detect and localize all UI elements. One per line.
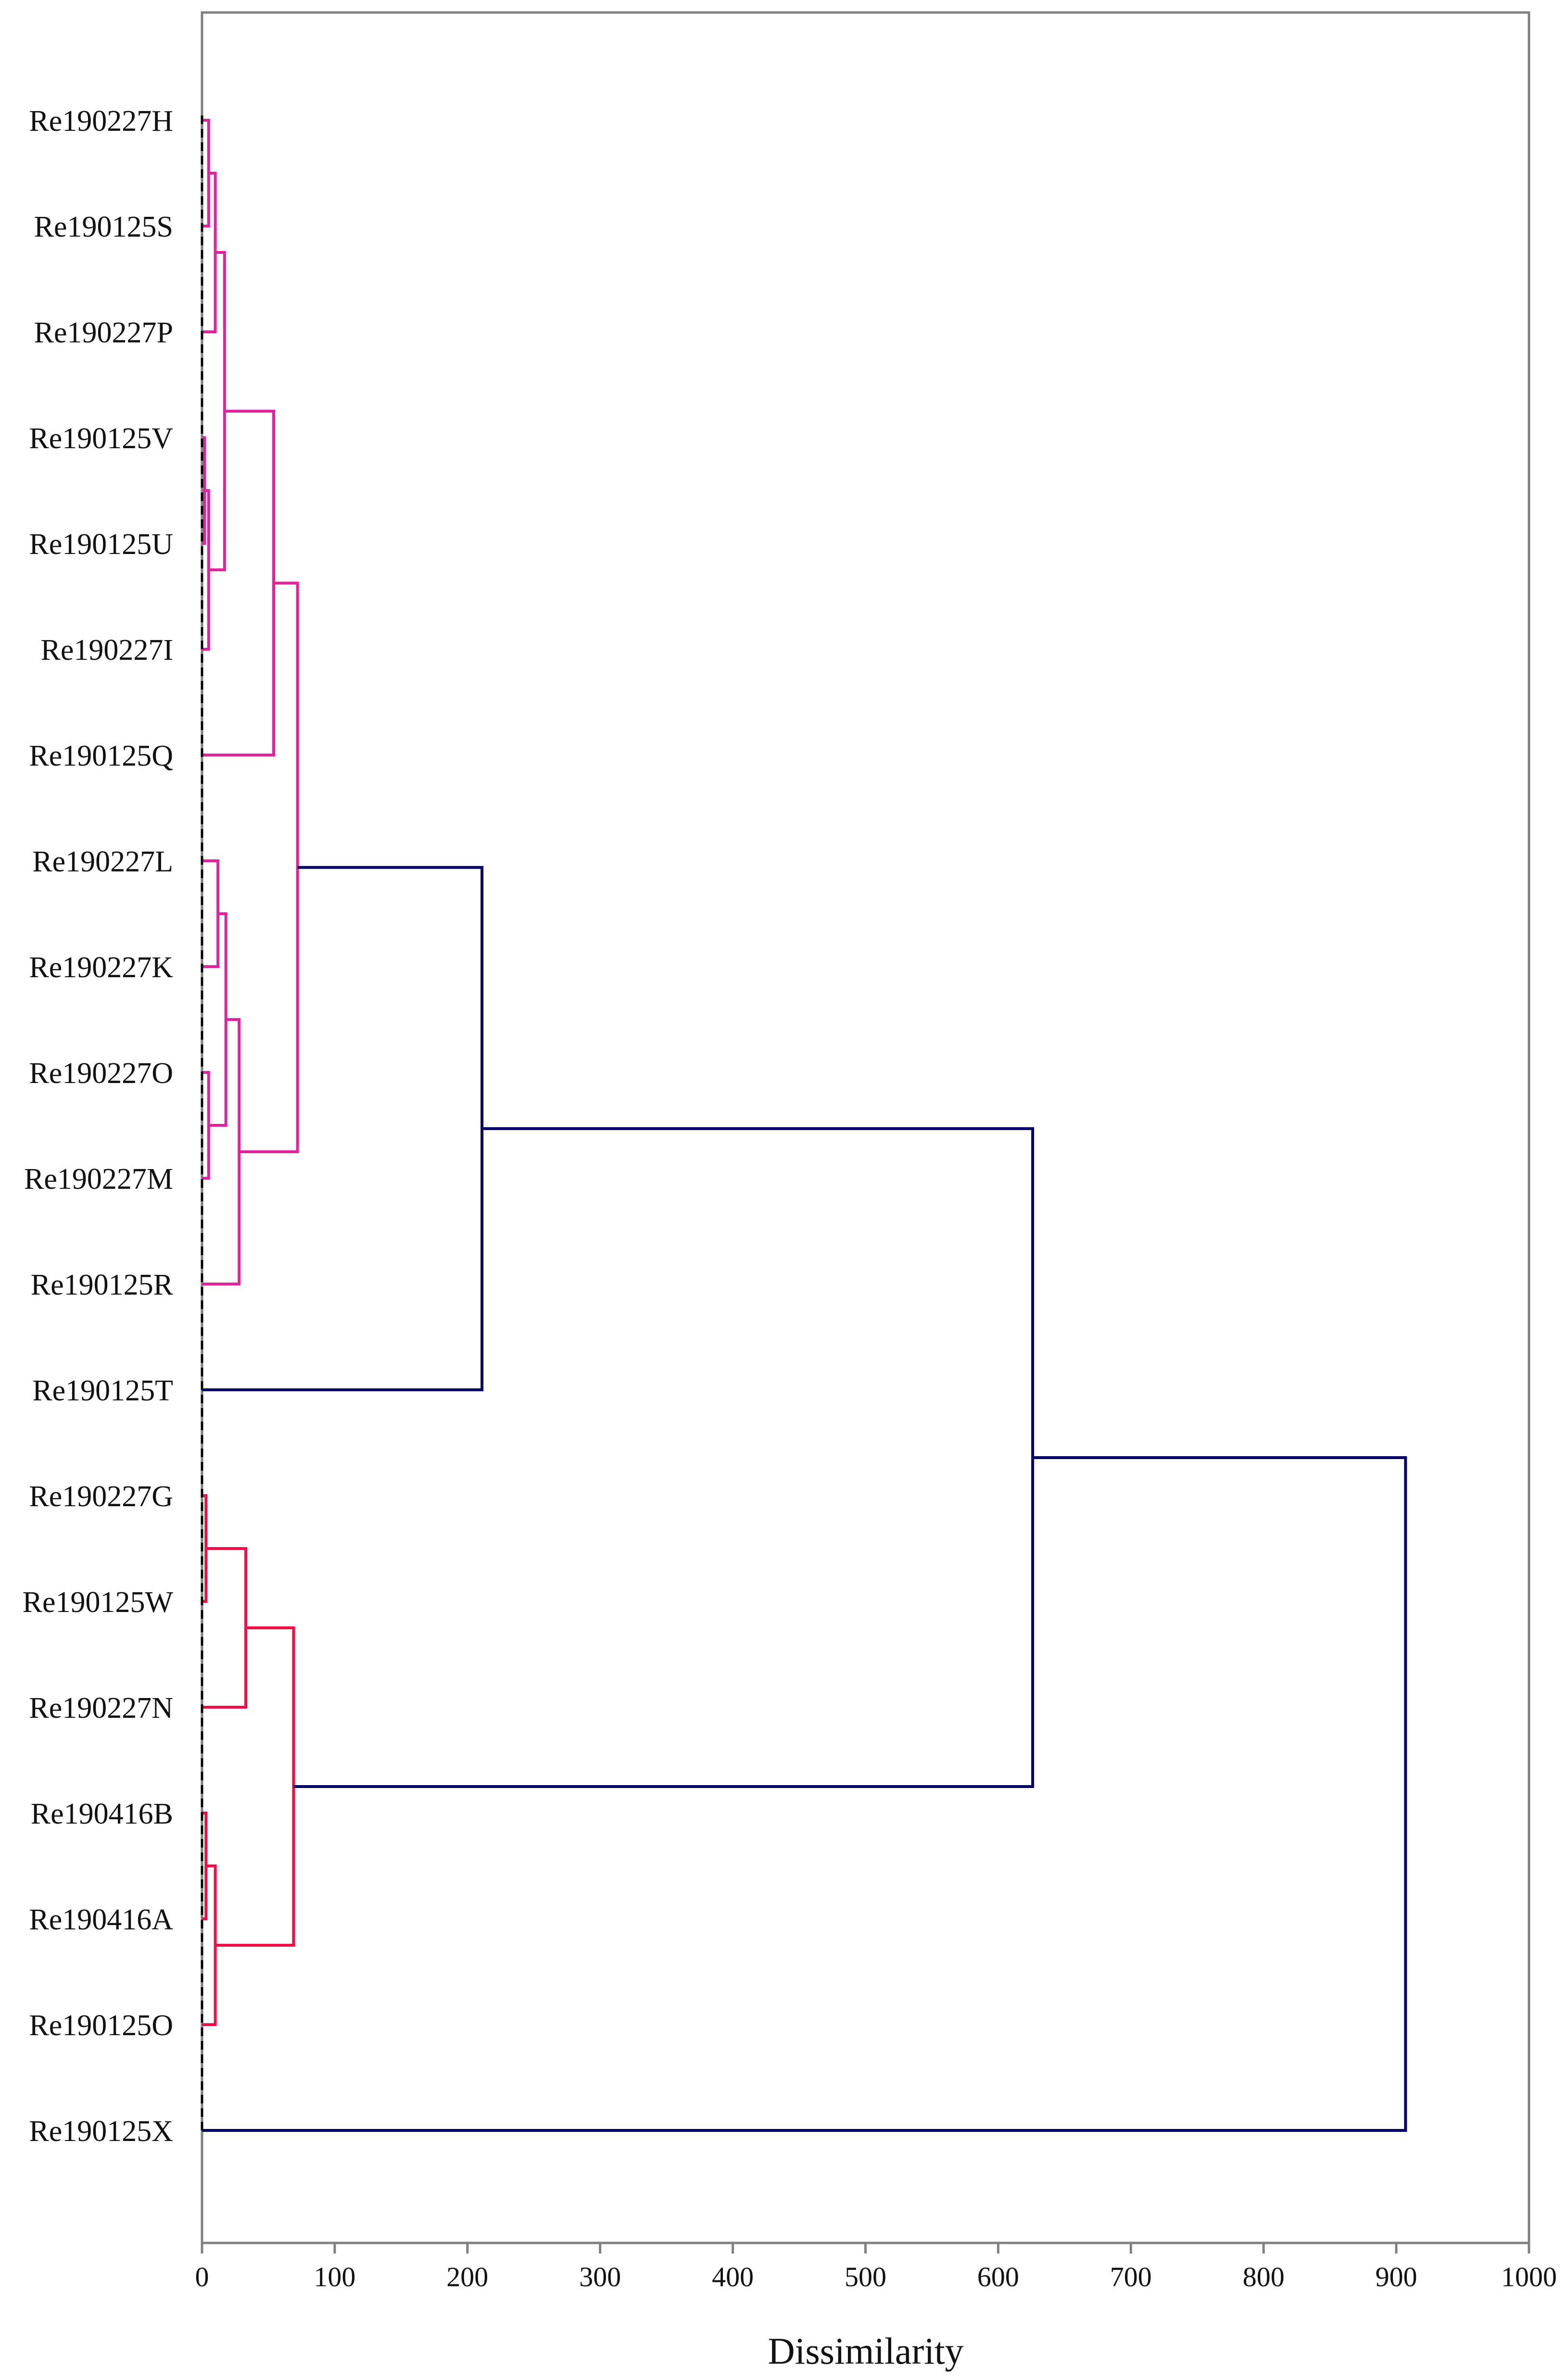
leaf-label: Re190227I (40, 634, 173, 667)
leaf-label: Re190125V (29, 422, 173, 455)
leaf-label: Re190227K (29, 951, 173, 984)
leaf-label: Re190227P (34, 316, 173, 349)
leaf-label: Re190416A (29, 1903, 173, 1936)
x-tick-label: 800 (1243, 2261, 1285, 2292)
leaf-label: Re190125W (23, 1586, 174, 1619)
leaf-label: Re190227L (32, 845, 173, 878)
leaf-label: Re190227G (29, 1480, 173, 1513)
x-tick-label: 700 (1110, 2261, 1152, 2292)
x-tick-label: 500 (845, 2261, 886, 2292)
leaf-label: Re190125R (31, 1269, 174, 1301)
dendrogram-link-f (202, 410, 275, 756)
dendrogram-link-p (202, 1864, 217, 2026)
leaf-label: Re190227M (24, 1163, 173, 1196)
dendrogram-link-q (215, 1626, 295, 1947)
dendrogram-link-n (202, 1547, 248, 1709)
x-tick-label: 0 (195, 2261, 209, 2292)
leaf-label: Re190227N (29, 1692, 173, 1725)
leaf-label: Re190125O (29, 2009, 173, 2042)
leaf-labels: Re190227H Re190125S Re190227P Re190125V Re19… (23, 105, 174, 2148)
x-axis-title: Dissimilarity (768, 2330, 963, 2372)
x-tick-label: 600 (977, 2261, 1019, 2292)
leaf-label: Re190125T (32, 1374, 173, 1407)
leaf-label: Re190125U (29, 528, 173, 561)
leaf-label: Re190125X (29, 2115, 173, 2148)
dendrogram-link-s (202, 1456, 1407, 2132)
x-tick-label: 400 (712, 2261, 754, 2292)
leaf-label: Re190227O (29, 1057, 173, 1090)
leaf-label: Re190125S (34, 211, 173, 243)
dendrogram-link-g (202, 859, 220, 968)
dendrogram-link-l (202, 866, 484, 1391)
leaf-label: Re190125Q (29, 740, 173, 772)
x-tick-label: 100 (314, 2261, 355, 2292)
dendrogram-link-k (239, 581, 299, 1153)
x-tick-label: 300 (579, 2261, 621, 2292)
leaf-label: Re190416B (31, 1798, 173, 1830)
x-tick-label: 900 (1376, 2261, 1417, 2292)
dendrogram-links (202, 119, 1407, 2132)
x-tick-label: 200 (446, 2261, 488, 2292)
leaf-label: Re190227H (29, 105, 173, 138)
x-tick-label: 1000 (1501, 2261, 1557, 2292)
dendrogram-link-r (293, 1127, 1035, 1788)
x-axis: 0 100 200 300 400 500 600 700 800 900 1000 (195, 2243, 1557, 2292)
